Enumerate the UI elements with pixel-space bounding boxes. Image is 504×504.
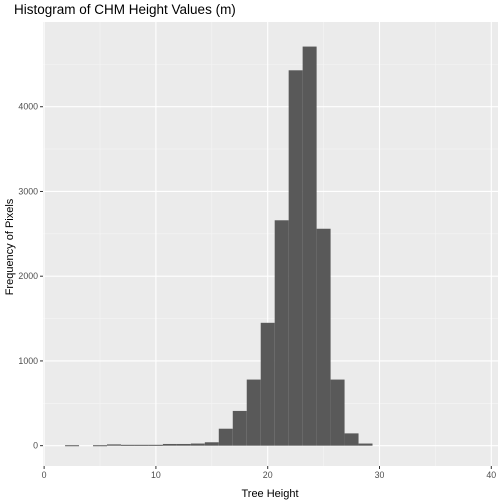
y-axis-ticks: 0 1000 2000 3000 4000 — [18, 102, 43, 451]
histogram-bar — [344, 433, 359, 446]
histogram-bar — [162, 443, 177, 446]
chart-title: Histogram of CHM Height Values (m) — [14, 2, 236, 17]
y-tick-label: 1000 — [18, 356, 38, 366]
histogram-bars — [65, 46, 373, 447]
histogram-bar — [260, 322, 275, 446]
histogram-bar — [274, 220, 289, 446]
histogram-bar — [358, 443, 373, 446]
x-tick-label: 40 — [486, 470, 496, 480]
histogram-bar — [218, 428, 233, 446]
histogram-bar — [302, 46, 317, 446]
y-tick-label: 3000 — [18, 186, 38, 196]
x-axis-title: Tree Height — [241, 488, 298, 500]
histogram-bar — [190, 443, 205, 446]
histogram-bar — [232, 410, 247, 446]
y-tick-label: 0 — [33, 441, 38, 451]
histogram-bar — [330, 379, 345, 446]
histogram-bar — [134, 444, 149, 446]
x-tick-label: 20 — [263, 470, 273, 480]
histogram-bar — [204, 442, 219, 446]
histogram-bar — [107, 444, 121, 446]
x-tick-label: 30 — [375, 470, 385, 480]
x-tick-label: 0 — [42, 470, 47, 480]
x-tick-label: 10 — [151, 470, 161, 480]
histogram-bar — [316, 228, 331, 446]
x-axis-ticks: 0 10 20 30 40 — [42, 466, 496, 480]
histogram-bar — [176, 443, 191, 446]
histogram-bar — [148, 444, 163, 446]
histogram-bar — [246, 379, 261, 446]
y-tick-label: 2000 — [18, 271, 38, 281]
histogram-bar — [93, 445, 108, 447]
histogram-bar — [65, 445, 80, 447]
histogram-bar — [288, 70, 303, 446]
histogram-bar — [120, 444, 135, 446]
y-tick-label: 4000 — [18, 102, 38, 112]
y-axis-title: Frequency of Pixels — [4, 198, 16, 295]
